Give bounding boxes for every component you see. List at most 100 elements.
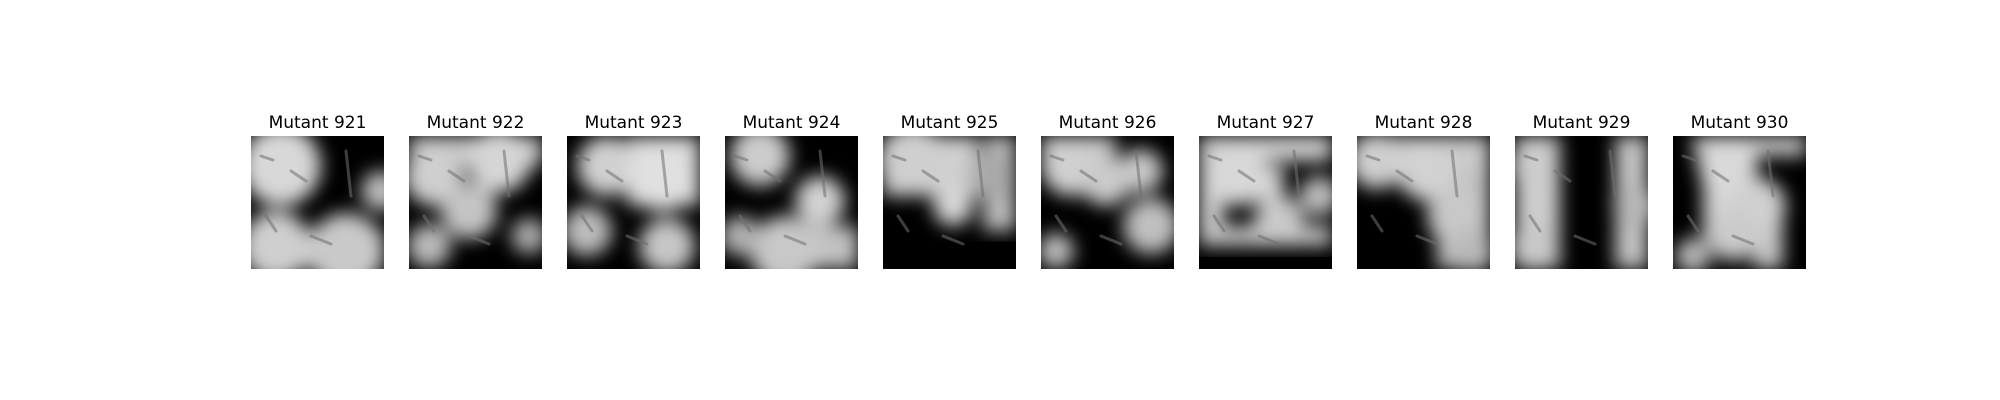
panel-title: Mutant 923 [584,113,683,133]
mask-blob [639,218,695,269]
mutant-image [883,136,1016,269]
texture-stroke [575,154,591,162]
mask-highlights [1357,136,1490,269]
texture-stroke [1450,149,1459,198]
mutant-panel: Mutant 927 [1199,112,1332,270]
mask-blob [577,136,637,196]
mask-blob [968,151,1016,201]
texture-stroke [1711,169,1730,183]
mutant-image [1041,136,1174,269]
mutant-image [409,136,542,269]
mask-blob [1254,196,1304,246]
texture-stroke [1292,149,1301,198]
texture-stroke [1528,214,1542,233]
texture-stroke [264,214,278,233]
texture-stroke [422,214,436,233]
texture-stroke [1553,169,1572,183]
panel-title: Mutant 926 [1058,113,1157,133]
mask-blob [441,183,497,239]
texture-stroke [1212,214,1226,233]
texture-stroke [417,154,433,162]
mask-blob [1123,198,1174,254]
mutant-panel: Mutant 929 [1515,112,1648,270]
mutant-image [1199,136,1332,269]
texture-stroke [921,169,940,183]
mask-blob [1613,184,1648,228]
mask-blob [730,136,790,186]
texture-stroke [738,214,752,233]
mutant-image [1515,136,1648,269]
panel-title: Mutant 928 [1374,113,1473,133]
texture-stroke [818,149,827,198]
texture-stroke [1099,234,1123,246]
texture-stroke [733,154,749,162]
mask-blob [1515,141,1560,191]
mutant-panel: Mutant 923 [567,112,700,270]
panel-title: Mutant 925 [900,113,999,133]
mask-blob [251,136,321,206]
texture-stroke [259,154,275,162]
mask-highlights [1199,136,1332,246]
texture-stroke [1573,234,1597,246]
mutant-panel: Mutant 924 [725,112,858,270]
texture-stroke [1054,214,1068,233]
texture-stroke [502,149,511,198]
texture-stroke [1681,154,1697,162]
texture-stroke [941,234,965,246]
mask-texture [575,149,669,246]
mutant-image [567,136,700,269]
texture-stroke [976,149,985,198]
mask-texture [259,149,353,246]
mask-blob [308,213,384,269]
texture-stroke [1686,214,1700,233]
panel-title: Mutant 927 [1216,113,1315,133]
texture-stroke [1370,214,1384,233]
mask-blob [795,176,845,226]
mask-blob [627,141,697,211]
mask-texture [1049,149,1143,246]
texture-stroke [580,214,594,233]
mutant-panel: Mutant 925 [883,112,1016,270]
mutant-image [1673,136,1806,269]
mask-blob [1119,149,1163,193]
mask-texture [417,149,511,246]
mask-blob [1515,221,1560,269]
mutant-panel: Mutant 926 [1041,112,1174,270]
mask-blob [1357,136,1405,189]
texture-stroke [660,149,669,198]
mutant-panel: Mutant 928 [1357,112,1490,270]
mask-blob [1397,141,1457,201]
mask-blob [750,216,820,269]
mask-blob [1698,136,1758,196]
texture-stroke [1766,149,1775,198]
mask-highlights [251,136,384,269]
texture-stroke [1395,169,1414,183]
texture-stroke [1415,234,1439,246]
texture-stroke [1608,149,1617,198]
texture-stroke [605,169,624,183]
mask-texture [1523,149,1617,246]
panel-title: Mutant 924 [742,113,841,133]
texture-stroke [1365,154,1381,162]
mask-blob [725,216,760,256]
mask-blob [361,171,384,211]
mask-highlights [725,136,858,269]
mask-blob [883,136,948,196]
texture-stroke [1134,149,1143,198]
texture-stroke [1731,234,1755,246]
mask-blob [1041,233,1074,269]
texture-stroke [289,169,308,183]
mask-blob [1450,229,1490,269]
panel-title: Mutant 922 [426,113,525,133]
mask-blob [251,211,311,269]
texture-stroke [467,234,491,246]
mask-blob [1209,146,1269,206]
mask-blob [1675,238,1711,269]
texture-stroke [896,214,910,233]
mutant-image [725,136,858,269]
texture-stroke [1237,169,1256,183]
mask-blob [511,218,542,254]
texture-stroke [625,234,649,246]
texture-stroke [1523,154,1539,162]
mutant-image [1357,136,1490,269]
